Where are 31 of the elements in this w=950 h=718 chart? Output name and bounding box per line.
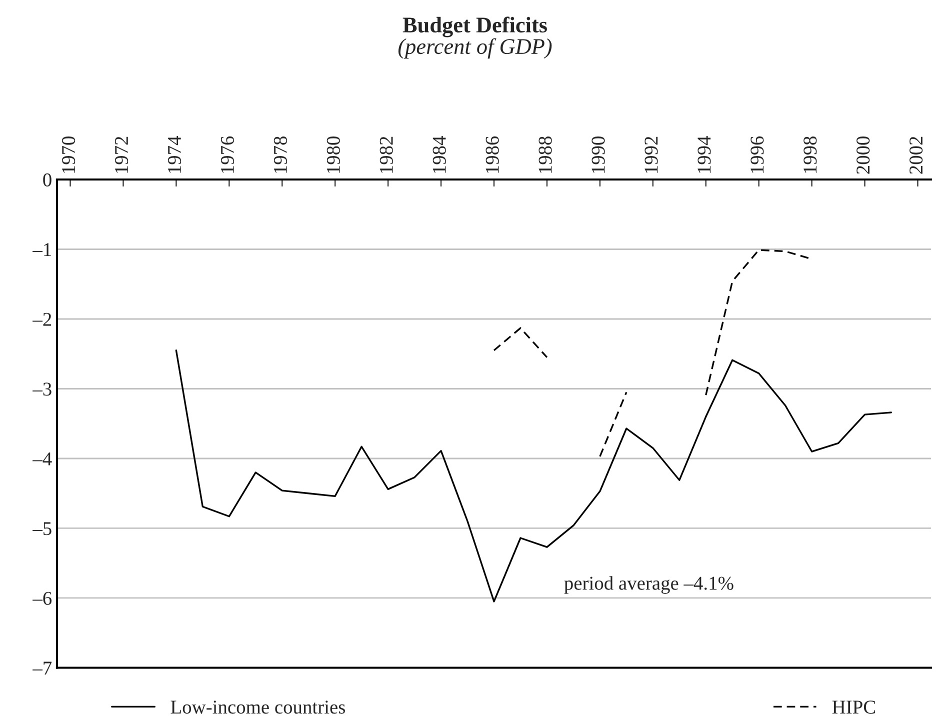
x-tick-label: 1992 bbox=[644, 136, 658, 173]
x-tick-label: 2000 bbox=[856, 136, 870, 174]
x-tick-label: 1984 bbox=[432, 136, 446, 173]
legend-label: Low-income countries bbox=[170, 700, 345, 714]
x-tick-label: 1974 bbox=[168, 136, 182, 173]
y-tick-label: –1 bbox=[32, 243, 51, 256]
x-tick-label: 1976 bbox=[220, 136, 234, 173]
x-tick-label: 2002 bbox=[910, 136, 923, 174]
x-tick-label: 1988 bbox=[538, 136, 552, 173]
x-tick-label: 1994 bbox=[698, 136, 711, 173]
x-tick-label: 1970 bbox=[62, 136, 76, 173]
x-tick-label: 1998 bbox=[804, 136, 817, 173]
x-tick-label: 1978 bbox=[274, 136, 287, 173]
chart-subtitle: (percent of GDP) bbox=[398, 38, 552, 59]
y-tick-label: –5 bbox=[32, 522, 52, 536]
x-tick-label: 1990 bbox=[592, 136, 605, 173]
y-tick-label: –2 bbox=[32, 312, 52, 326]
y-tick-label: –3 bbox=[32, 382, 52, 396]
x-tick-label: 1972 bbox=[115, 136, 128, 173]
x-tick-label: 1986 bbox=[486, 136, 499, 173]
x-tick-label: 1982 bbox=[380, 136, 393, 173]
annotation: period average –4.1% bbox=[564, 576, 734, 594]
legend-label: HIPC bbox=[832, 700, 876, 714]
y-tick-label: –4 bbox=[32, 452, 52, 466]
x-tick-label: 1996 bbox=[750, 136, 764, 173]
y-tick-label: –7 bbox=[32, 662, 52, 674]
y-tick-label: –6 bbox=[32, 592, 52, 605]
chart-title: Budget Deficits bbox=[402, 16, 547, 38]
line-series bbox=[175, 350, 892, 602]
y-tick-label: 0 bbox=[43, 173, 52, 186]
x-tick-label: 1980 bbox=[326, 136, 340, 173]
